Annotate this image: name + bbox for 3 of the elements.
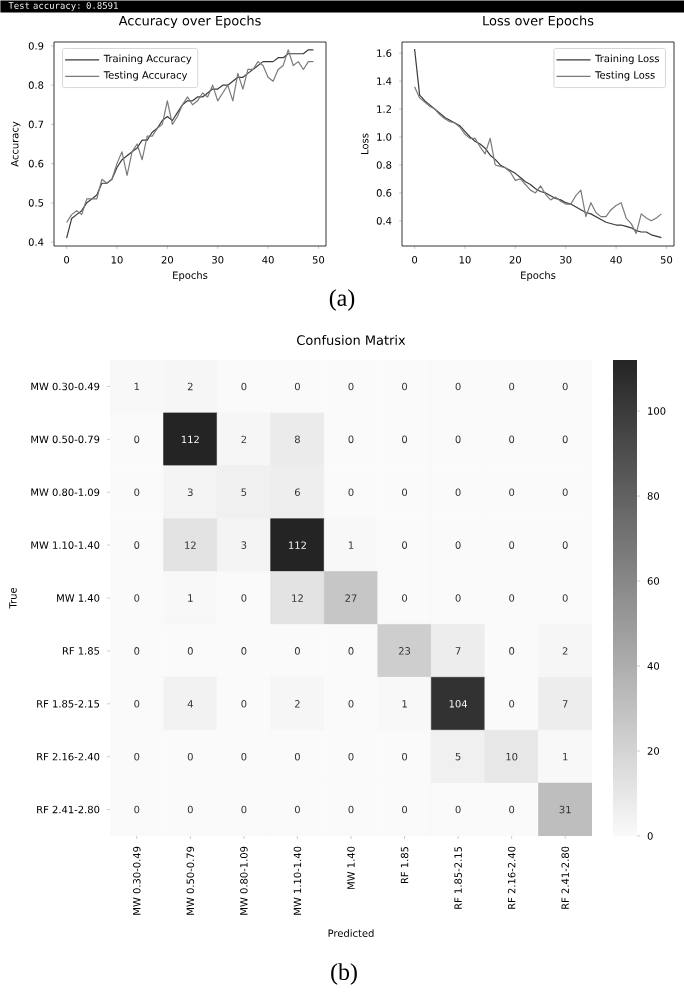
text: (a) bbox=[329, 289, 355, 311]
text: (b) bbox=[331, 963, 357, 985]
line-series bbox=[413, 86, 663, 235]
